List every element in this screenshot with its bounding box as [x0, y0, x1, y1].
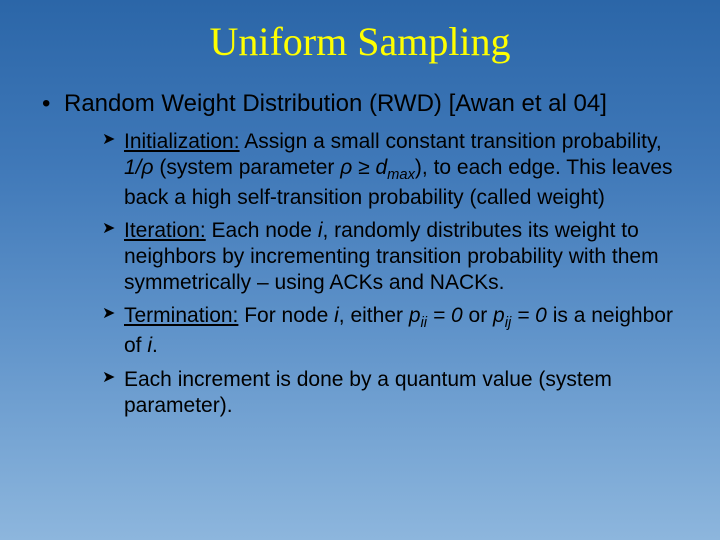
sub-bullet-list: Initialization: Assign a small constant … — [36, 129, 684, 418]
sub-bullet-initialization: Initialization: Assign a small constant … — [102, 129, 684, 210]
sub-bullet-iteration: Iteration: Each node i, randomly distrib… — [102, 218, 684, 295]
main-bullet: Random Weight Distribution (RWD) [Awan e… — [36, 89, 684, 119]
sub-bullet-increment: Each increment is done by a quantum valu… — [102, 367, 684, 418]
sub-bullet-termination: Termination: For node i, either pii = 0 … — [102, 303, 684, 359]
slide-title: Uniform Sampling — [36, 18, 684, 65]
slide: Uniform Sampling Random Weight Distribut… — [0, 0, 720, 540]
